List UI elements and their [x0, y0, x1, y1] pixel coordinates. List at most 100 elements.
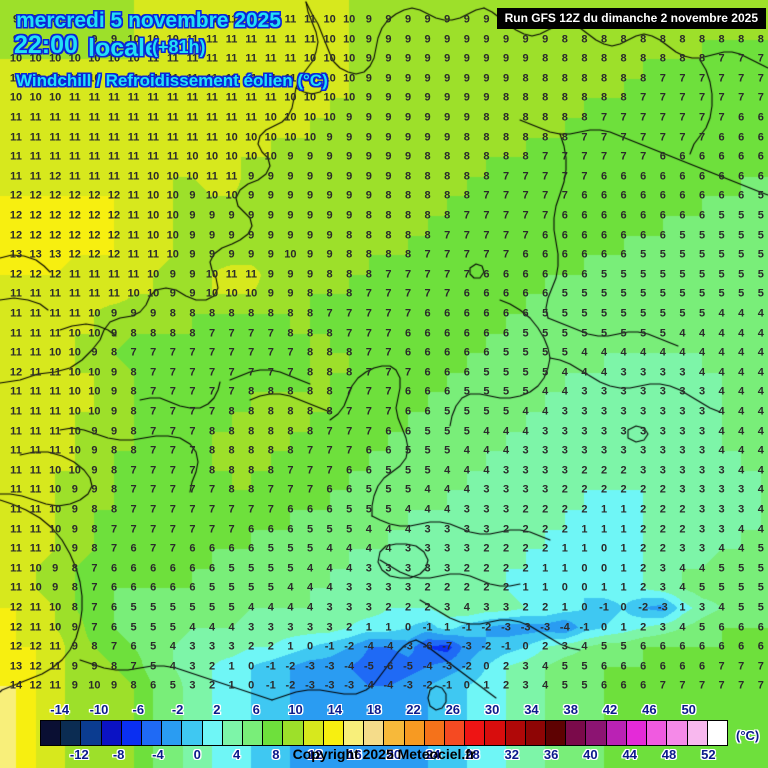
- grid-value: 7: [267, 366, 274, 379]
- grid-value: 9: [287, 268, 294, 281]
- grid-value: 11: [304, 33, 316, 46]
- grid-value: 3: [267, 621, 274, 634]
- grid-value: -6: [422, 640, 433, 653]
- grid-value: 3: [698, 542, 706, 555]
- grid-value: 5: [718, 209, 725, 222]
- grid-value: 3: [640, 405, 647, 418]
- grid-value: 3: [698, 405, 706, 418]
- grid-value: 8: [306, 327, 314, 340]
- grid-value: 5: [738, 581, 745, 594]
- grid-value: -3: [657, 601, 668, 614]
- grid-value: 9: [306, 209, 314, 222]
- grid-value: 5: [679, 287, 686, 300]
- legend-tick-label: 32: [504, 747, 519, 762]
- grid-value: 8: [463, 131, 470, 144]
- grid-value: 7: [287, 346, 294, 359]
- grid-value: 3: [620, 405, 627, 418]
- grid-value: 2: [248, 640, 255, 653]
- grid-value: 12: [29, 640, 42, 653]
- grid-value: 5: [248, 581, 255, 594]
- grid-value: 4: [365, 523, 372, 536]
- grid-value: 5: [483, 405, 490, 418]
- grid-value: 4: [718, 385, 725, 398]
- grid-value: 9: [404, 150, 412, 163]
- grid-value: 3: [600, 444, 608, 457]
- grid-value: 3: [659, 562, 666, 575]
- grid-value: 9: [189, 189, 196, 202]
- grid-value: 7: [385, 287, 392, 300]
- grid-value: 7: [738, 660, 745, 673]
- grid-value: 8: [404, 248, 412, 261]
- grid-value: 2: [581, 483, 588, 496]
- grid-value: 10: [323, 72, 336, 85]
- grid-value: 4: [738, 405, 745, 418]
- legend-tick-label: 22: [406, 702, 421, 717]
- grid-value: 4: [698, 327, 706, 340]
- grid-value: 3: [561, 405, 568, 418]
- grid-value: -2: [285, 660, 296, 673]
- grid-value: 8: [326, 346, 333, 359]
- grid-value: 2: [522, 601, 529, 614]
- grid-value: 10: [49, 464, 62, 477]
- legend-tick-label: -4: [152, 747, 164, 762]
- grid-value: 7: [679, 131, 686, 144]
- grid-value: 8: [346, 366, 353, 379]
- grid-value: 10: [186, 170, 199, 183]
- grid-value: 7: [346, 425, 353, 438]
- grid-value: 5: [757, 601, 764, 614]
- grid-value: 6: [483, 307, 490, 320]
- grid-value: 5: [757, 229, 764, 242]
- grid-value: 8: [444, 150, 451, 163]
- grid-value: 4: [522, 405, 529, 418]
- grid-value: 2: [600, 464, 608, 477]
- grid-value: 7: [561, 170, 568, 183]
- grid-value: 6: [738, 150, 745, 163]
- grid-value: -3: [324, 679, 335, 692]
- grid-value: 10: [49, 503, 62, 516]
- grid-value: 11: [29, 542, 42, 555]
- grid-value: 10: [68, 346, 81, 359]
- grid-value: 5: [757, 248, 764, 261]
- grid-value: 5: [502, 385, 510, 398]
- grid-value: 5: [463, 425, 470, 438]
- grid-value: 9: [385, 91, 392, 104]
- grid-value: 2: [542, 523, 549, 536]
- grid-value: 7: [640, 91, 647, 104]
- grid-value: 9: [189, 248, 196, 261]
- grid-value: 1: [620, 621, 627, 634]
- grid-value: 2: [463, 562, 470, 575]
- grid-value: 9: [267, 229, 274, 242]
- grid-value: 11: [29, 346, 42, 359]
- grid-value: 9: [424, 131, 431, 144]
- grid-value: 7: [424, 248, 431, 261]
- grid-value: 6: [404, 385, 412, 398]
- grid-value: 7: [757, 679, 764, 692]
- grid-value: 8: [306, 385, 314, 398]
- grid-value: 3: [620, 366, 627, 379]
- grid-value: 2: [208, 679, 216, 692]
- grid-value: 3: [542, 444, 549, 457]
- grid-value: 5: [620, 268, 627, 281]
- grid-value: 11: [10, 405, 22, 418]
- grid-value: 3: [738, 483, 745, 496]
- grid-value: 11: [49, 327, 62, 340]
- grid-value: 10: [147, 170, 160, 183]
- grid-value: 3: [640, 366, 647, 379]
- grid-value: 3: [561, 464, 568, 477]
- grid-value: 3: [581, 405, 588, 418]
- grid-value: 7: [91, 562, 98, 575]
- legend-tick-label: 0: [193, 747, 201, 762]
- grid-value: 3: [561, 444, 568, 457]
- grid-value: 4: [757, 307, 764, 320]
- grid-value: 5: [404, 464, 412, 477]
- grid-value: 9: [326, 209, 333, 222]
- grid-value: 8: [267, 444, 274, 457]
- grid-value: 8: [267, 464, 274, 477]
- grid-value: 2: [542, 503, 549, 516]
- grid-value: 4: [483, 464, 490, 477]
- grid-value: 9: [424, 72, 431, 85]
- grid-value: 7: [306, 464, 314, 477]
- grid-value: 5: [385, 464, 392, 477]
- grid-value: 4: [444, 464, 451, 477]
- grid-value: 3: [718, 483, 725, 496]
